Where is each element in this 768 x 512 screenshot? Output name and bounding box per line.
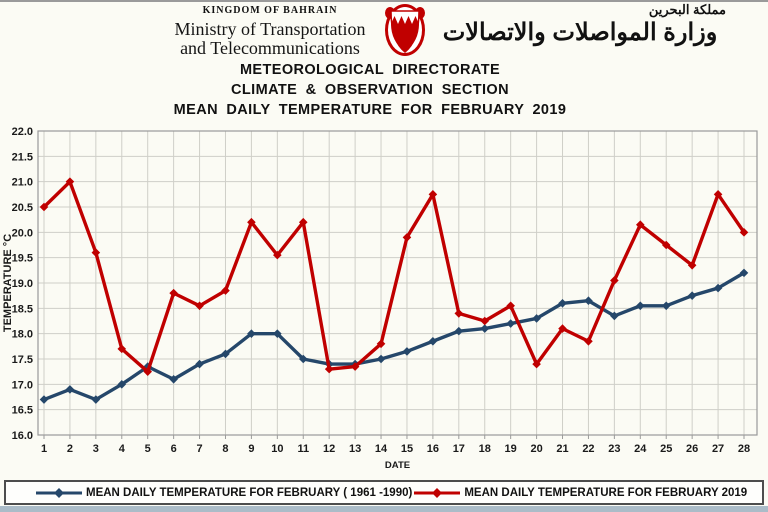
legend-label-2019: MEAN DAILY TEMPERATURE FOR FEBRUARY 2019 [464, 486, 748, 499]
arabic-kingdom-title: مملكة البحرين [648, 2, 726, 17]
svg-text:27: 27 [712, 443, 724, 455]
svg-text:17.0: 17.0 [12, 379, 33, 391]
svg-text:9: 9 [248, 443, 254, 455]
svg-text:19: 19 [505, 443, 517, 455]
svg-text:19.5: 19.5 [12, 253, 33, 265]
chart-title-block: METEOROLOGICAL DIRECTORATE CLIMATE & OBS… [0, 60, 740, 120]
svg-text:21: 21 [556, 443, 568, 455]
svg-text:6: 6 [171, 443, 177, 455]
ministry-name-line1: Ministry of Transportation [174, 19, 366, 39]
chart-title-directorate: METEOROLOGICAL DIRECTORATE [239, 62, 501, 78]
svg-text:20.0: 20.0 [12, 227, 33, 239]
svg-text:17: 17 [453, 443, 465, 455]
svg-text:5: 5 [145, 443, 151, 455]
svg-text:18.5: 18.5 [12, 303, 33, 315]
svg-text:3: 3 [93, 443, 99, 455]
legend-item-2019: MEAN DAILY TEMPERATURE FOR FEBRUARY 2019 [412, 487, 747, 499]
svg-text:19.0: 19.0 [12, 278, 33, 290]
svg-text:10: 10 [271, 443, 283, 455]
svg-text:7: 7 [196, 443, 202, 455]
kingdom-title: KINGDOM OF BAHRAIN [202, 5, 338, 16]
svg-text:22.0: 22.0 [12, 126, 33, 138]
svg-text:23: 23 [608, 443, 620, 455]
svg-text:TEMPERATURE °C: TEMPERATURE °C [2, 234, 14, 332]
svg-text:18: 18 [479, 443, 491, 455]
svg-text:15: 15 [401, 443, 413, 455]
legend-label-normals: MEAN DAILY TEMPERATURE FOR FEBRUARY ( 19… [86, 486, 413, 499]
svg-text:16: 16 [427, 443, 439, 455]
legend-marker-normals-icon [36, 487, 82, 498]
legend-item-normals: MEAN DAILY TEMPERATURE FOR FEBRUARY ( 19… [34, 487, 412, 499]
window-top-border [0, 0, 768, 2]
arabic-ministry-name: وزارة المواصلات والاتصالات [442, 19, 718, 46]
svg-text:20.5: 20.5 [12, 202, 33, 214]
svg-text:1: 1 [41, 443, 47, 455]
bottom-strip [0, 506, 768, 512]
svg-text:20: 20 [530, 443, 542, 455]
svg-text:16.5: 16.5 [12, 405, 33, 417]
svg-text:2: 2 [67, 443, 73, 455]
svg-text:8: 8 [222, 443, 228, 455]
bahrain-emblem-icon [385, 4, 425, 56]
ministry-name-line2: and Telecommunications [180, 38, 360, 58]
svg-text:18.0: 18.0 [12, 329, 33, 341]
ministry-name: Ministry of Transportation and Telecommu… [140, 20, 400, 58]
svg-text:22: 22 [582, 443, 594, 455]
svg-text:25: 25 [660, 443, 672, 455]
temperature-line-chart: 16.0 16.5 17.0 17.5 18.0 18.5 19.0 19.5 20.0 20.5… [2, 126, 758, 471]
svg-text:12: 12 [323, 443, 335, 455]
chart-title-main: MEAN DAILY TEMPERATURE FOR FEBRUARY 2019 [173, 102, 567, 118]
svg-text:21.0: 21.0 [12, 177, 33, 189]
svg-text:17.5: 17.5 [12, 354, 33, 366]
svg-text:11: 11 [297, 443, 309, 455]
svg-text:DATE: DATE [385, 460, 410, 471]
svg-text:26: 26 [686, 443, 698, 455]
svg-text:16.0: 16.0 [12, 430, 33, 442]
svg-text:28: 28 [738, 443, 750, 455]
svg-text:21.5: 21.5 [12, 151, 33, 163]
svg-text:13: 13 [349, 443, 361, 455]
svg-text:4: 4 [119, 443, 126, 455]
chart-legend: MEAN DAILY TEMPERATURE FOR FEBRUARY ( 19… [4, 480, 764, 505]
legend-marker-2019-icon [414, 487, 461, 498]
svg-text:24: 24 [634, 443, 647, 455]
chart-title-section: CLIMATE & OBSERVATION SECTION [231, 82, 509, 98]
svg-text:14: 14 [375, 443, 388, 455]
